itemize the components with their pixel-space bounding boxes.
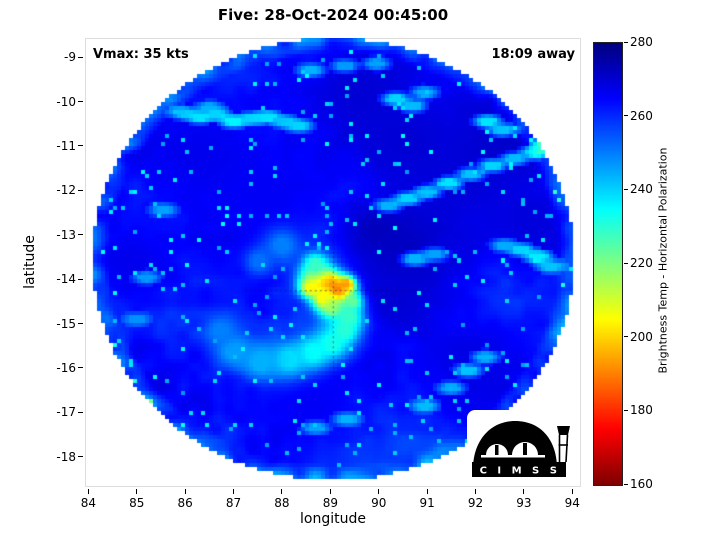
x-tick-mark: [329, 489, 331, 494]
y-tick-label: -9: [64, 50, 76, 65]
y-tick-label: -15: [56, 316, 76, 331]
y-tick-label: -13: [56, 227, 76, 242]
y-tick-label: -17: [56, 405, 76, 420]
x-tick-mark: [378, 489, 380, 494]
logo-text-band: [472, 462, 566, 477]
x-tick-mark: [475, 489, 476, 494]
colorbar-tick-label: 260: [630, 108, 653, 123]
water-tower-icon: [557, 426, 570, 463]
y-tick-mark: [78, 145, 83, 147]
x-tick-mark: [87, 489, 89, 494]
y-tick-label: -18: [56, 449, 76, 464]
colorbar-tick-label: 160: [630, 477, 653, 491]
x-tick-mark: [233, 489, 235, 494]
vmax-annotation: Vmax: 35 kts: [93, 47, 189, 62]
y-axis-label: latitude: [22, 235, 38, 289]
dome-ground-line: [481, 455, 545, 458]
colorbar-tick-mark: [624, 336, 628, 338]
colorbar-tick-mark: [624, 409, 628, 411]
y-tick-mark: [78, 234, 83, 236]
y-tick-label: -12: [56, 183, 76, 198]
colorbar-tick-mark: [624, 41, 628, 43]
x-tick-label: 92: [467, 496, 484, 510]
x-tick-mark: [184, 489, 186, 494]
x-tick-label: 91: [419, 496, 435, 510]
x-tick-mark: [136, 489, 138, 494]
x-tick-label: 93: [516, 496, 532, 510]
x-tick-mark: [426, 489, 428, 494]
x-tick-mark: [523, 489, 525, 494]
cimss-logo-text: C I M S S: [480, 466, 561, 477]
cimss-logo: C I M S S: [467, 410, 571, 482]
y-tick-mark: [78, 367, 83, 369]
y-tick-mark: [78, 101, 83, 102]
x-tick-label: 88: [274, 496, 290, 510]
y-tick-mark: [78, 323, 83, 325]
y-tick-mark: [78, 278, 83, 280]
y-tick-label: -14: [56, 272, 76, 287]
x-tick-mark: [281, 489, 283, 494]
large-dome-slit: [523, 443, 527, 455]
colorbar-tick-label: 280: [630, 35, 653, 49]
colorbar-tick-label: 200: [630, 329, 653, 344]
x-tick-label: 85: [129, 496, 145, 510]
y-tick-label: -16: [56, 360, 76, 375]
colorbar-tick-label: 220: [630, 256, 653, 270]
colorbar: [593, 42, 623, 486]
y-tick-mark: [78, 189, 83, 191]
x-tick-mark: [571, 489, 573, 494]
y-tick-mark: [78, 411, 83, 413]
x-tick-label: 87: [225, 496, 242, 510]
y-tick-label: -10: [56, 94, 76, 109]
x-axis-label: longitude: [300, 511, 366, 527]
x-tick-label: 94: [564, 496, 580, 510]
y-tick-label: -11: [56, 138, 76, 153]
x-tick-label: 84: [80, 496, 97, 510]
x-tick-label: 89: [322, 496, 338, 510]
colorbar-tick-label: 180: [630, 403, 653, 418]
colorbar-tick-label: 240: [630, 182, 653, 197]
y-tick-mark: [78, 456, 83, 458]
time-offset-annotation: 18:09 away: [491, 47, 575, 62]
x-tick-label: 90: [371, 496, 387, 510]
colorbar-tick-mark: [624, 262, 628, 264]
x-tick-label: 86: [177, 496, 193, 510]
colorbar-tick-mark: [624, 483, 628, 485]
y-tick-mark: [78, 56, 83, 58]
colorbar-tick-mark: [624, 188, 628, 190]
chart-title: Five: 28-Oct-2024 00:45:00: [217, 6, 449, 24]
small-dome-slit: [495, 445, 499, 455]
colorbar-tick-mark: [624, 115, 628, 117]
